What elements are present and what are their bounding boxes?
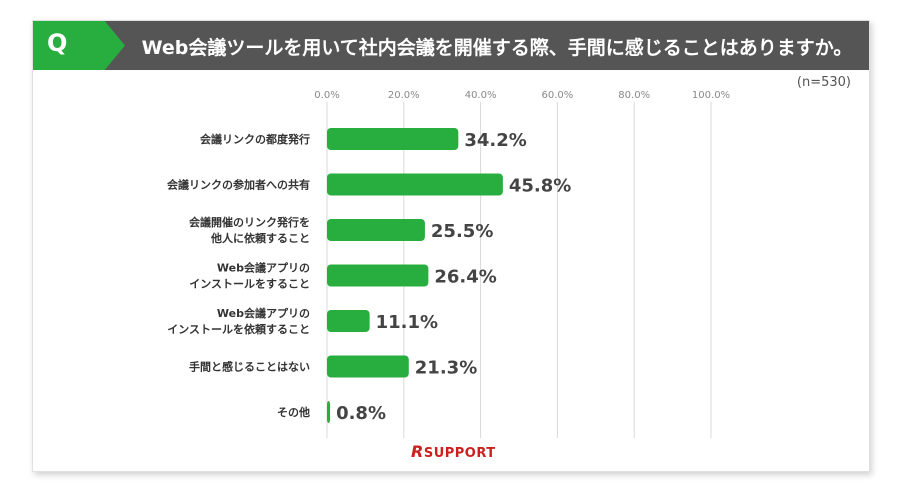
value-label: 11.1%: [376, 312, 438, 333]
value-label: 34.2%: [464, 130, 526, 151]
x-tick-label: 40.0%: [465, 90, 497, 101]
category-label: Web会議アプリの: [217, 306, 310, 320]
category-label: 会議リンクの都度発行: [200, 132, 310, 146]
value-label: 26.4%: [434, 267, 496, 288]
value-label: 0.8%: [336, 403, 386, 424]
logo-text: SUPPORT: [423, 446, 496, 461]
value-label: 45.8%: [509, 176, 571, 197]
category-label: その他: [277, 405, 310, 419]
x-tick-label: 20.0%: [388, 90, 420, 101]
x-tick-label: 80.0%: [618, 90, 650, 101]
question-header: Q Web会議ツールを用いて社内会議を開催する際、手間に感じることはありますか。: [33, 21, 869, 70]
value-label: 25.5%: [431, 221, 493, 242]
category-label: 手間と感じることはない: [189, 360, 310, 374]
category-label: Web会議アプリの: [217, 261, 310, 275]
category-label: インストールを依頼すること: [167, 322, 310, 336]
bar: [327, 173, 503, 196]
category-label: インストールをすること: [189, 278, 310, 291]
bar: [327, 219, 425, 241]
chart-card: Q Web会議ツールを用いて社内会議を開催する際、手間に感じることはありますか。…: [32, 20, 870, 472]
bar: [327, 355, 409, 378]
category-label: 会議リンクの参加者への共有: [167, 178, 310, 192]
logo-r: R: [411, 442, 424, 461]
bar: [327, 264, 429, 287]
category-label: 他人に依頼すること: [210, 231, 310, 245]
x-tick-label: 60.0%: [542, 90, 574, 101]
x-tick-label: 0.0%: [314, 90, 339, 101]
bar: [327, 310, 370, 332]
sample-size-note: (n=530): [796, 75, 851, 90]
question-title: Web会議ツールを用いて社内会議を開催する際、手間に感じることはありますか。: [141, 37, 853, 59]
bar: [327, 128, 459, 150]
category-label: 会議開催のリンク発行を: [189, 215, 310, 229]
question-badge-letter: Q: [47, 29, 68, 57]
question-badge: Q: [33, 21, 125, 70]
value-label: 21.3%: [415, 358, 477, 379]
rsupport-logo: RSUPPORT: [411, 442, 496, 461]
x-tick-label: 100.0%: [692, 90, 730, 101]
bar: [327, 401, 331, 423]
